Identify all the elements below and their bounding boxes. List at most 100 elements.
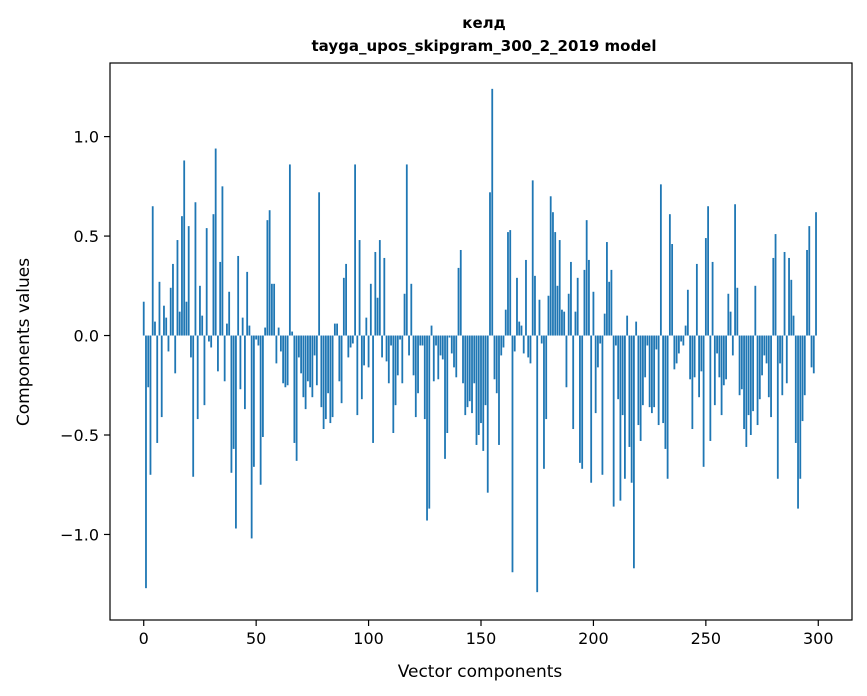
bar-49 <box>253 335 255 467</box>
bar-189 <box>567 293 570 336</box>
bar-284 <box>781 335 784 396</box>
bar-18 <box>183 160 186 336</box>
bar-160 <box>502 335 505 348</box>
bar-162 <box>507 232 509 336</box>
bar-219 <box>635 321 638 336</box>
bar-17 <box>181 216 183 336</box>
bar-140 <box>457 267 460 336</box>
bar-227 <box>653 335 656 408</box>
bar-28 <box>205 228 208 336</box>
bar-216 <box>628 335 631 447</box>
bar-205 <box>603 313 606 336</box>
bar-215 <box>626 315 629 336</box>
bar-164 <box>511 335 514 573</box>
bar-253 <box>711 261 714 336</box>
bar-76 <box>313 335 316 356</box>
bar-167 <box>518 321 521 336</box>
bar-273 <box>756 335 759 426</box>
bar-137 <box>450 335 453 354</box>
bar-242 <box>686 289 689 336</box>
bar-119 <box>410 283 413 336</box>
bar-50 <box>255 335 258 340</box>
bar-13 <box>172 263 174 336</box>
bar-270 <box>749 335 752 435</box>
bar-177 <box>540 335 543 344</box>
bar-2 <box>147 335 150 388</box>
bar-75 <box>311 335 314 398</box>
bar-27 <box>203 335 206 406</box>
bar-169 <box>522 335 525 354</box>
bar-44 <box>241 317 244 336</box>
bar-157 <box>495 335 498 394</box>
bar-35 <box>221 186 224 336</box>
bar-125 <box>423 335 426 420</box>
bar-166 <box>516 277 518 336</box>
bar-105 <box>378 240 381 336</box>
bar-91 <box>347 335 350 358</box>
bar-90 <box>345 263 347 336</box>
bar-128 <box>430 325 433 336</box>
bar-265 <box>738 335 741 396</box>
bar-104 <box>376 297 379 336</box>
bar-183 <box>554 232 557 336</box>
bar-148 <box>475 335 478 445</box>
bar-289 <box>792 315 795 336</box>
bar-233 <box>666 335 669 479</box>
bar-86 <box>336 323 338 336</box>
bar-21 <box>190 335 192 358</box>
bar-106 <box>381 335 383 358</box>
bar-141 <box>459 249 462 336</box>
bar-152 <box>484 335 487 406</box>
bar-174 <box>534 275 536 336</box>
bar-64 <box>286 335 289 386</box>
bar-58 <box>273 283 276 336</box>
bar-55 <box>266 220 269 336</box>
bar-5 <box>154 321 156 336</box>
bar-118 <box>408 335 410 356</box>
bar-230 <box>659 184 662 336</box>
bar-185 <box>558 240 561 336</box>
bar-4 <box>151 206 154 336</box>
bar-163 <box>509 230 512 336</box>
bar-69 <box>297 335 300 358</box>
bar-209 <box>612 335 615 507</box>
bar-14 <box>174 335 177 374</box>
bar-15 <box>176 240 179 336</box>
bar-180 <box>547 295 550 336</box>
bar-0 <box>142 301 145 336</box>
bar-221 <box>639 335 642 441</box>
bar-29 <box>208 335 210 342</box>
bar-178 <box>543 335 545 469</box>
x-tick-label: 100 <box>353 629 384 648</box>
bar-94 <box>354 164 356 336</box>
bar-12 <box>169 287 172 336</box>
bar-280 <box>772 257 775 336</box>
bar-134 <box>444 335 446 459</box>
bar-275 <box>761 335 763 376</box>
bar-30 <box>210 335 213 348</box>
bar-81 <box>324 335 327 420</box>
bar-113 <box>396 335 399 376</box>
bar-247 <box>698 335 700 398</box>
bar-22 <box>192 335 195 477</box>
bar-38 <box>228 291 231 336</box>
bar-122 <box>417 335 419 394</box>
bar-7 <box>158 281 161 336</box>
bar-213 <box>621 335 624 416</box>
bar-192 <box>574 311 577 336</box>
bar-36 <box>223 335 226 382</box>
bar-1 <box>145 335 147 589</box>
bar-200 <box>592 291 595 336</box>
bar-257 <box>720 335 723 416</box>
bar-57 <box>270 283 273 336</box>
bar-159 <box>500 335 503 356</box>
bar-244 <box>691 335 694 430</box>
bar-138 <box>453 335 455 368</box>
bar-154 <box>489 192 491 336</box>
bar-54 <box>264 327 267 336</box>
bar-150 <box>480 335 482 424</box>
bar-239 <box>680 335 683 342</box>
bar-11 <box>167 335 170 352</box>
bar-249 <box>702 335 705 467</box>
bar-136 <box>448 335 451 338</box>
